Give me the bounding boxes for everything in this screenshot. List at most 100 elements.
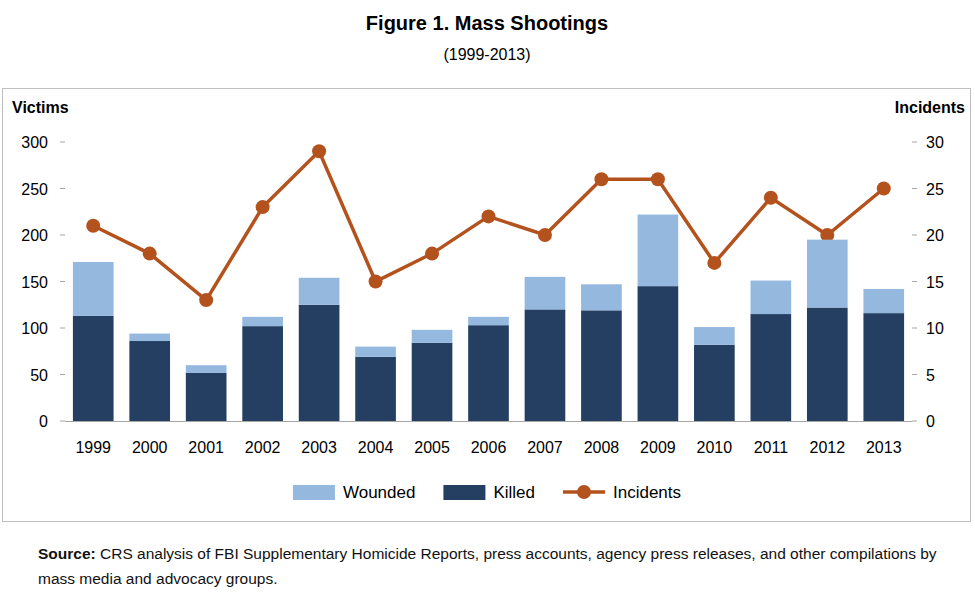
y2-tick-label: 20 [926, 227, 944, 244]
x-tick-label: 2010 [697, 439, 733, 456]
bar-wounded [751, 281, 792, 314]
y2-tick-label: 30 [926, 134, 944, 151]
bar-killed [863, 313, 904, 421]
subtitle: (1999-2013) [443, 46, 530, 63]
y2-tick-label: 15 [926, 274, 944, 291]
source: Source: CRS analysis of FBI Supplementar… [38, 541, 958, 591]
x-tick-label: 1999 [75, 439, 111, 456]
bar-wounded [299, 278, 340, 305]
x-tick-label: 2000 [132, 439, 168, 456]
legend-item: Incidents [563, 483, 681, 502]
y-tick [60, 421, 65, 422]
y-tick [60, 374, 65, 375]
y-tick-label: 0 [39, 413, 48, 430]
legend-label: Incidents [613, 483, 681, 502]
x-tick-label: 2013 [866, 439, 902, 456]
legend-swatch [443, 485, 485, 500]
bar-wounded [807, 240, 848, 308]
x-tick-label: 2012 [810, 439, 846, 456]
line-marker [425, 247, 439, 261]
bar-killed [299, 305, 340, 421]
bar-wounded [581, 284, 622, 310]
bar-killed [751, 314, 792, 421]
x-tick-label: 2005 [414, 439, 450, 456]
line-marker [764, 191, 778, 205]
x-tick-label: 2007 [527, 439, 563, 456]
y2-tick [912, 142, 917, 143]
bar-wounded [412, 330, 453, 343]
y-tick-label: 150 [21, 274, 48, 291]
source-text: CRS analysis of FBI Supplementary Homici… [38, 545, 937, 587]
line-marker [594, 172, 608, 186]
y2-tick-label: 0 [926, 413, 935, 430]
source-label: Source: [38, 545, 96, 562]
bar-wounded [638, 215, 679, 287]
line-marker [877, 182, 891, 196]
x-tick-label: 2001 [188, 439, 224, 456]
line-marker [707, 256, 721, 270]
y-tick [60, 281, 65, 282]
y2-axis-label: Incidents [895, 99, 965, 116]
x-tick-label: 2004 [358, 439, 394, 456]
bar-killed [242, 326, 283, 421]
bar-wounded [694, 327, 735, 345]
x-tick-label: 2008 [584, 439, 620, 456]
bar-killed [412, 343, 453, 421]
line-marker [482, 209, 496, 223]
legend-swatch [293, 485, 335, 500]
y-tick-label: 200 [21, 227, 48, 244]
x-axis [65, 421, 912, 422]
bar-wounded [355, 347, 396, 357]
y-tick [60, 235, 65, 236]
line-marker [86, 219, 100, 233]
y-tick [60, 142, 65, 143]
legend-marker [577, 485, 591, 499]
y2-tick [912, 235, 917, 236]
y-tick-label: 300 [21, 134, 48, 151]
legend: Wounded Killed Incidents [293, 483, 681, 502]
bar-wounded [129, 334, 170, 341]
y2-tick-label: 5 [926, 367, 935, 384]
bar-wounded [468, 317, 509, 325]
y-tick [60, 328, 65, 329]
y2-tick [912, 328, 917, 329]
line-incidents [93, 151, 884, 300]
line-marker [199, 293, 213, 307]
chart: Figure 1. Mass Shootings(1999-2013)Victi… [0, 0, 975, 601]
x-tick-label: 2006 [471, 439, 507, 456]
y-tick-label: 250 [21, 181, 48, 198]
y2-tick [912, 421, 917, 422]
bar-killed [638, 286, 679, 421]
line-marker [369, 275, 383, 289]
bar-killed [468, 325, 509, 421]
bar-wounded [242, 317, 283, 326]
bar-killed [525, 309, 566, 421]
bar-killed [694, 345, 735, 421]
x-tick-label: 2003 [301, 439, 337, 456]
legend-label: Wounded [343, 483, 415, 502]
y-tick [60, 188, 65, 189]
y2-tick-label: 10 [926, 320, 944, 337]
legend-item: Killed [443, 483, 535, 502]
x-tick-label: 2011 [754, 439, 789, 456]
y2-tick-label: 25 [926, 181, 944, 198]
y2-tick [912, 188, 917, 189]
bar-wounded [73, 262, 114, 316]
y2-tick [912, 281, 917, 282]
frame [3, 89, 971, 522]
y-tick-label: 50 [30, 367, 48, 384]
y-axis-label: Victims [12, 99, 69, 116]
bar-killed [73, 316, 114, 421]
bar-wounded [186, 365, 227, 372]
bar-killed [355, 357, 396, 421]
bar-killed [129, 341, 170, 421]
line-marker [651, 172, 665, 186]
bar-killed [186, 373, 227, 421]
line-marker [312, 144, 326, 158]
y-tick-label: 100 [21, 320, 48, 337]
bar-wounded [525, 277, 566, 310]
legend-label: Killed [493, 483, 535, 502]
line-marker [143, 247, 157, 261]
y2-tick [912, 374, 917, 375]
bar-killed [581, 310, 622, 421]
